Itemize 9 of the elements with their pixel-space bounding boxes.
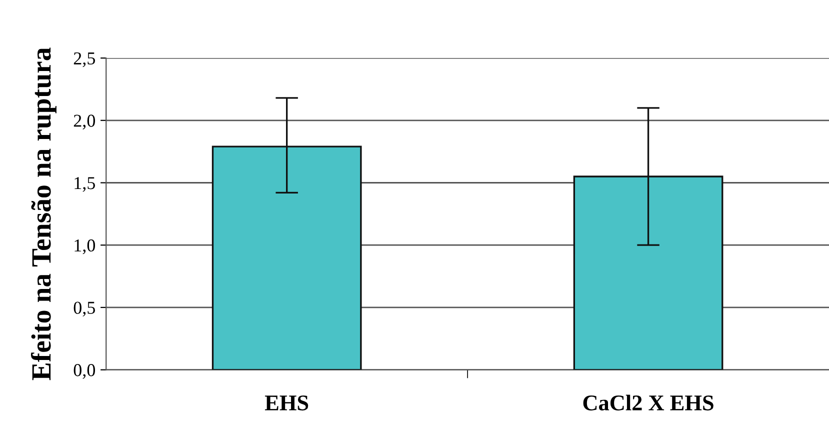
y-tick-label: 1,0 (74, 239, 96, 254)
y-tick-label: 2,5 (74, 52, 95, 68)
x-tick-label: EHS (264, 396, 308, 410)
y-tick-label: 1,5 (74, 177, 95, 192)
y-axis-title: Efeito na Tensão na ruptura (30, 48, 56, 380)
y-tick-label: 0,5 (74, 302, 95, 316)
y-tick-label: 2,0 (74, 114, 96, 130)
x-tick-label: CaCl2 X EHS (583, 394, 714, 410)
y-tick-label: 0,0 (74, 364, 96, 379)
